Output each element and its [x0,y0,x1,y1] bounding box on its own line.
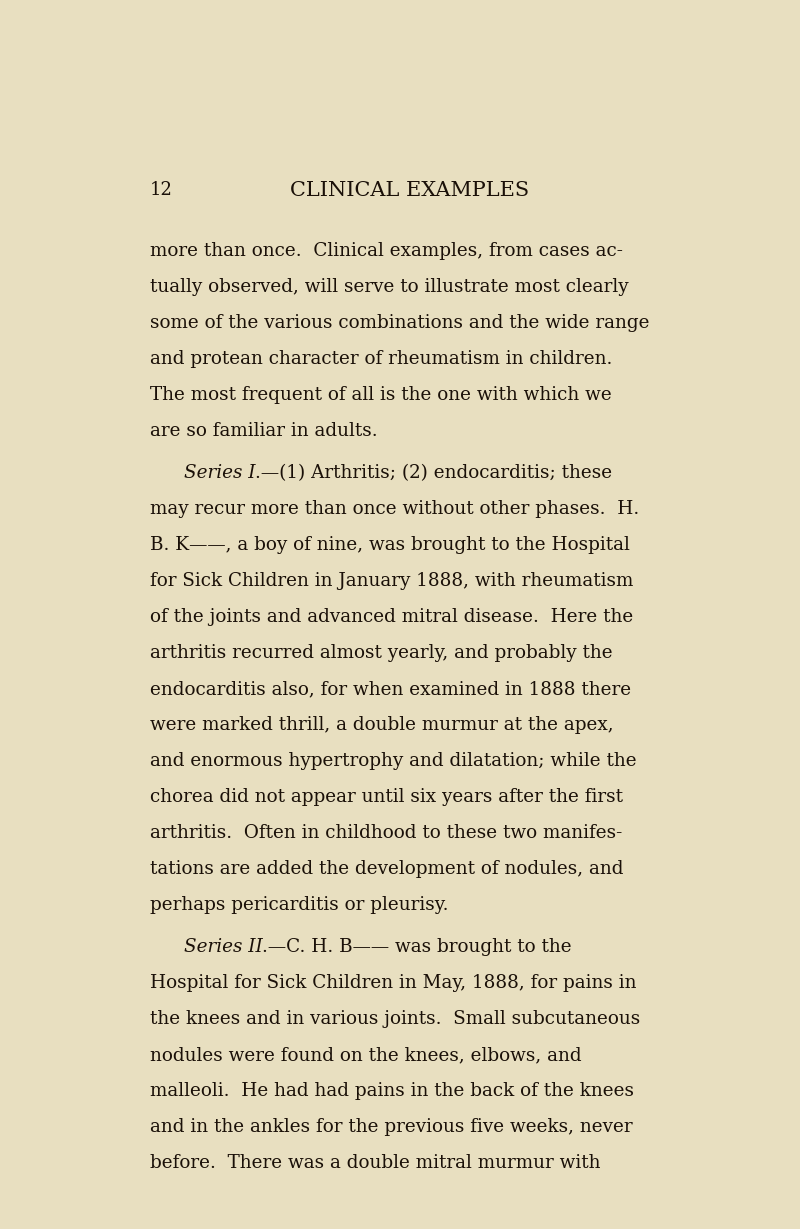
Text: and enormous hypertrophy and dilatation; while the: and enormous hypertrophy and dilatation;… [150,752,636,771]
Text: CLINICAL EXAMPLES: CLINICAL EXAMPLES [290,181,530,199]
Text: of the joints and advanced mitral disease.  Here the: of the joints and advanced mitral diseas… [150,608,633,627]
Text: more than once.  Clinical examples, from cases ac-: more than once. Clinical examples, from … [150,242,622,261]
Text: endocarditis also, for when examined in 1888 there: endocarditis also, for when examined in … [150,680,630,698]
Text: Series I: Series I [184,465,255,482]
Text: tations are added the development of nodules, and: tations are added the development of nod… [150,860,623,878]
Text: .—(1) Arthritis; (2) endocarditis; these: .—(1) Arthritis; (2) endocarditis; these [255,465,612,482]
Text: some of the various combinations and the wide range: some of the various combinations and the… [150,315,649,332]
Text: Hospital for Sick Children in May, 1888, for pains in: Hospital for Sick Children in May, 1888,… [150,975,636,992]
Text: and in the ankles for the previous five weeks, never: and in the ankles for the previous five … [150,1118,632,1136]
Text: for Sick Children in January 1888, with rheumatism: for Sick Children in January 1888, with … [150,573,633,590]
Text: chorea did not appear until six years after the first: chorea did not appear until six years af… [150,788,622,806]
Text: The most frequent of all is the one with which we: The most frequent of all is the one with… [150,386,611,404]
Text: 12: 12 [150,181,173,199]
Text: the knees and in various joints.  Small subcutaneous: the knees and in various joints. Small s… [150,1010,640,1029]
Text: may recur more than once without other phases.  H.: may recur more than once without other p… [150,500,639,519]
Text: are so familiar in adults.: are so familiar in adults. [150,422,378,440]
Text: .—C. H. B—— was brought to the: .—C. H. B—— was brought to the [262,938,572,956]
Text: tually observed, will serve to illustrate most clearly: tually observed, will serve to illustrat… [150,278,628,296]
Text: perhaps pericarditis or pleurisy.: perhaps pericarditis or pleurisy. [150,896,448,914]
Text: Series II: Series II [184,938,262,956]
Text: before.  There was a double mitral murmur with: before. There was a double mitral murmur… [150,1154,600,1172]
Text: arthritis.  Often in childhood to these two manifes-: arthritis. Often in childhood to these t… [150,823,622,842]
Text: were marked thrill, a double murmur at the apex,: were marked thrill, a double murmur at t… [150,717,614,734]
Text: B. K——, a boy of nine, was brought to the Hospital: B. K——, a boy of nine, was brought to th… [150,536,630,554]
Text: nodules were found on the knees, elbows, and: nodules were found on the knees, elbows,… [150,1046,582,1064]
Text: arthritis recurred almost yearly, and probably the: arthritis recurred almost yearly, and pr… [150,644,612,662]
Text: and protean character of rheumatism in children.: and protean character of rheumatism in c… [150,350,612,367]
Text: malleoli.  He had had pains in the back of the knees: malleoli. He had had pains in the back o… [150,1083,634,1100]
